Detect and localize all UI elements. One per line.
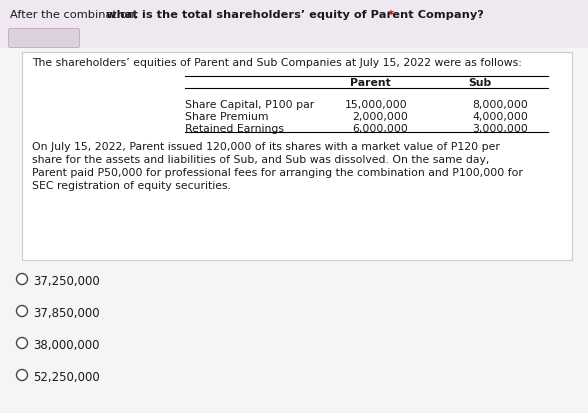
Text: 38,000,000: 38,000,000 xyxy=(33,339,99,352)
Circle shape xyxy=(16,306,28,316)
Text: 15,000,000: 15,000,000 xyxy=(345,100,408,110)
Text: Retained Earnings: Retained Earnings xyxy=(185,124,284,134)
Text: Share Capital, P100 par: Share Capital, P100 par xyxy=(185,100,314,110)
Text: Share Premium: Share Premium xyxy=(185,112,269,122)
Text: After the combination,: After the combination, xyxy=(10,10,142,20)
Text: 37,850,000: 37,850,000 xyxy=(33,307,99,320)
Text: Parent: Parent xyxy=(350,78,390,88)
Text: SEC registration of equity securities.: SEC registration of equity securities. xyxy=(32,181,231,191)
Text: what is the total shareholders’ equity of Parent Company?: what is the total shareholders’ equity o… xyxy=(106,10,484,20)
Text: 2,000,000: 2,000,000 xyxy=(352,112,408,122)
Circle shape xyxy=(16,273,28,285)
FancyBboxPatch shape xyxy=(0,0,588,48)
Text: 6,000,000: 6,000,000 xyxy=(352,124,408,134)
Circle shape xyxy=(16,370,28,380)
Text: 37,250,000: 37,250,000 xyxy=(33,275,100,288)
Text: share for the assets and liabilities of Sub, and Sub was dissolved. On the same : share for the assets and liabilities of … xyxy=(32,155,489,165)
Text: 52,250,000: 52,250,000 xyxy=(33,371,100,384)
Text: *: * xyxy=(385,10,395,20)
Text: On July 15, 2022, Parent issued 120,000 of its shares with a market value of P12: On July 15, 2022, Parent issued 120,000 … xyxy=(32,142,500,152)
FancyBboxPatch shape xyxy=(22,52,572,260)
FancyBboxPatch shape xyxy=(8,28,79,47)
Text: 3,000,000: 3,000,000 xyxy=(472,124,528,134)
Text: 4,000,000: 4,000,000 xyxy=(472,112,528,122)
Text: 8,000,000: 8,000,000 xyxy=(472,100,528,110)
Text: Parent paid P50,000 for professional fees for arranging the combination and P100: Parent paid P50,000 for professional fee… xyxy=(32,168,523,178)
Text: Sub: Sub xyxy=(469,78,492,88)
Text: The shareholders’ equities of Parent and Sub Companies at July 15, 2022 were as : The shareholders’ equities of Parent and… xyxy=(32,58,522,68)
Circle shape xyxy=(16,337,28,349)
